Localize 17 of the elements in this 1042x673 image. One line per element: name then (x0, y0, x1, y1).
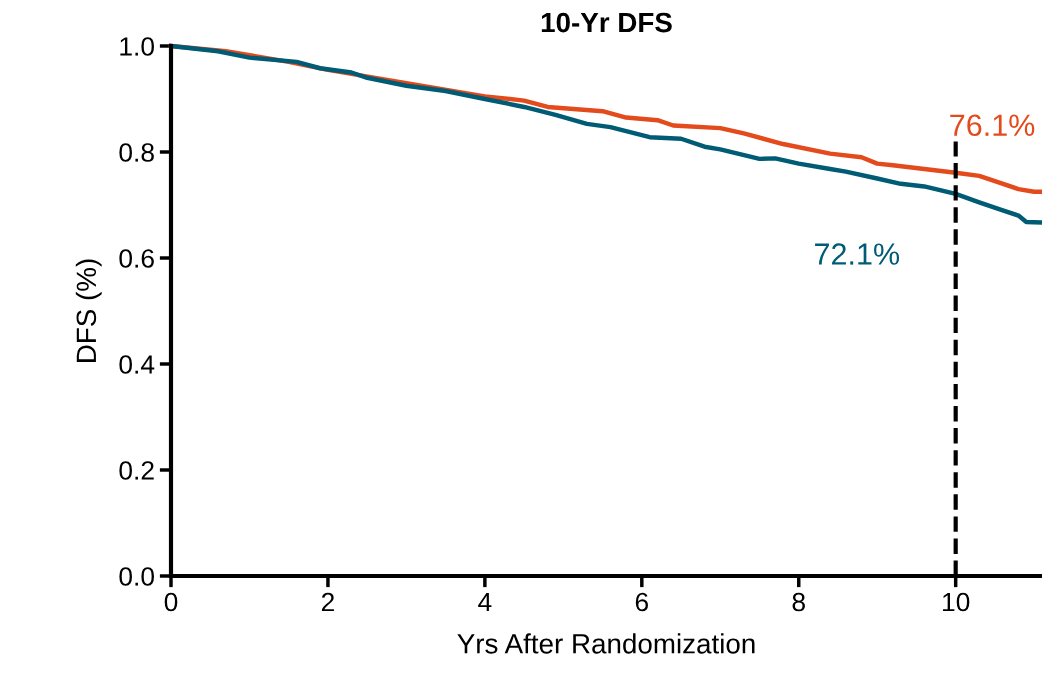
x-tick-label: 10 (943, 592, 970, 612)
y-tick-label: 0.2 (119, 461, 154, 480)
chart-title: 10-Yr DFS (541, 12, 672, 33)
y-tick-label: 0.6 (119, 249, 154, 268)
x-tick-label: 6 (635, 592, 648, 612)
y-tick-label: 0.4 (119, 355, 155, 374)
x-tick-label: 0 (164, 592, 178, 612)
y-axis-title: DFS (%) (75, 259, 102, 362)
x-tick-label: 4 (478, 592, 492, 612)
y-tick-label: 1.0 (120, 37, 154, 56)
y-tick-label: 0.0 (119, 567, 154, 586)
x-axis-title: Yrs After Randomization (457, 633, 755, 654)
x-tick-label: 8 (792, 592, 805, 612)
x-tick-label: 2 (321, 592, 334, 612)
annotation: 76.1% (950, 114, 1035, 137)
y-tick-label: 0.8 (119, 143, 154, 162)
annotation: 72.1% (815, 243, 900, 265)
